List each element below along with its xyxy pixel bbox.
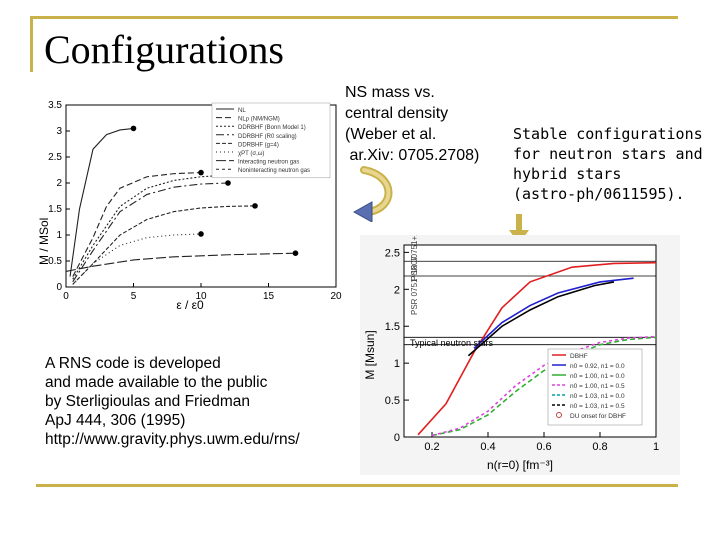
- legend-label: n0 = 1.00, n1 = 0.0: [570, 373, 625, 380]
- stable-configurations-chart: M [Msun] n(r=0) [fm⁻³] 0.2 0.4 0.6 0.8 1 0 0.5…: [360, 235, 680, 475]
- legend-label: χPT (σ,ω): [238, 151, 264, 157]
- series-endpoint: [198, 169, 204, 176]
- legend-label: n0 = 1.03, n1 = 0.0: [570, 393, 625, 400]
- series-line: [72, 182, 229, 283]
- series-line: [431, 335, 657, 437]
- note-line: A RNS code is developed: [45, 355, 221, 372]
- note-mass-density: NS mass vs. central density (Weber et al…: [345, 82, 479, 166]
- note-line: and made available to the public: [45, 374, 268, 391]
- legend-label: DDRBHF (g=4): [238, 142, 279, 148]
- series-line: [72, 205, 256, 285]
- y-tick-label: 0: [56, 282, 62, 293]
- x-axis-label: ε / ε0: [176, 298, 204, 312]
- annotation-typical: Typical neutron stars: [410, 338, 494, 348]
- series-line: [69, 127, 134, 277]
- series-line: [417, 261, 657, 436]
- y-tick-label: 3.5: [48, 100, 62, 111]
- y-tick-label: 0: [394, 432, 400, 444]
- note-rns-code: A RNS code is developed and made availab…: [45, 354, 300, 449]
- x-tick-label: 1: [653, 441, 659, 453]
- note-line: ar.Xiv: 0705.2708): [345, 147, 480, 164]
- x-tick-label: 0.6: [536, 441, 551, 453]
- y-tick-label: 0.5: [385, 395, 400, 407]
- series-endpoint: [292, 250, 299, 256]
- legend-label: DBHF: [570, 353, 588, 360]
- series-endpoint: [198, 231, 204, 237]
- note-line: for neutron stars and: [513, 145, 703, 163]
- curved-arrow-icon: [352, 166, 393, 222]
- y-axis-label: M [Msun]: [363, 330, 377, 379]
- legend-label: n0 = 0.92, n1 = 0.0: [570, 363, 625, 370]
- legend-label: DDRBHF (Bonn Model 1): [238, 125, 306, 131]
- legend-label: Interacting neutron gas: [238, 160, 299, 166]
- note-line: (Weber et al.: [345, 126, 437, 143]
- annotation-psr: PSR J0751+1807: [410, 235, 419, 281]
- y-tick-label: 2: [56, 178, 62, 189]
- y-tick-label: 1: [56, 230, 62, 241]
- series-line: [72, 233, 202, 285]
- series-endpoint: [130, 125, 137, 132]
- y-tick-label: 1.5: [48, 204, 62, 215]
- top-rule: [30, 16, 678, 19]
- y-tick-label: 2.5: [385, 247, 400, 259]
- note-line: hybrid stars: [513, 165, 622, 183]
- y-tick-label: 2.5: [48, 152, 62, 163]
- series-line: [473, 277, 634, 349]
- note-line: (astro-ph/0611595).: [513, 185, 685, 203]
- legend-box: [211, 102, 331, 179]
- x-tick-label: 0: [63, 291, 69, 302]
- legend-box: [547, 348, 643, 426]
- y-tick-label: 0.5: [48, 256, 62, 267]
- note-line: Stable configurations: [513, 125, 703, 143]
- series-line: [65, 252, 296, 272]
- slide-title: Configurations: [44, 27, 284, 72]
- series-endpoint: [252, 203, 258, 209]
- legend-label: DU onset for DBHF: [570, 413, 626, 420]
- y-axis-label: M / MSol: [37, 218, 51, 265]
- x-tick-label: 5: [131, 291, 137, 302]
- note-stable-configurations: Stable configurations for neutron stars …: [513, 124, 703, 204]
- left-rule: [30, 16, 33, 72]
- legend-label: Noninteracting neutron gas: [238, 168, 310, 174]
- y-tick-label: 3: [56, 126, 62, 137]
- legend-label: NLρ (NM/NGM): [238, 117, 280, 123]
- legend-label: n0 = 1.03, n1 = 0.5: [570, 403, 625, 410]
- annotation-psr-2: PSR 0751+1807: [410, 256, 419, 315]
- note-line: ApJ 444, 306 (1995): [45, 412, 186, 429]
- note-link[interactable]: http://www.gravity.phys.uwm.edu/rns/: [45, 431, 300, 448]
- y-tick-label: 1.5: [385, 321, 400, 333]
- legend-label: n0 = 1.00, n1 = 0.5: [570, 383, 625, 390]
- x-tick-label: 0.2: [424, 441, 439, 453]
- series-line: [72, 172, 202, 277]
- bottom-rule: [36, 484, 678, 487]
- series-line: [72, 174, 229, 280]
- series-line: [467, 281, 615, 357]
- y-tick-label: 1: [394, 358, 400, 370]
- series-endpoint: [225, 180, 231, 186]
- x-tick-label: 10: [195, 291, 207, 302]
- note-line: NS mass vs.: [345, 84, 435, 101]
- note-line: central density: [345, 105, 449, 122]
- series-line: [431, 336, 657, 437]
- legend-marker: [556, 412, 562, 418]
- legend-label: DDRBHF (R0 scaling): [238, 134, 297, 140]
- x-tick-label: 15: [263, 291, 275, 302]
- x-axis-label: n(r=0) [fm⁻³]: [487, 458, 553, 472]
- x-tick-label: 20: [330, 291, 342, 302]
- x-tick-label: 0.4: [480, 441, 495, 453]
- y-tick-label: 2: [394, 284, 400, 296]
- note-line: by Sterligioulas and Friedman: [45, 393, 251, 410]
- legend-label: NL: [238, 108, 246, 114]
- mass-density-chart: M / MSol ε / ε0 0 5 10 15 20 0 0.5 1 1.5 2 2.5 3 3.5…: [37, 100, 342, 312]
- x-tick-label: 0.8: [592, 441, 607, 453]
